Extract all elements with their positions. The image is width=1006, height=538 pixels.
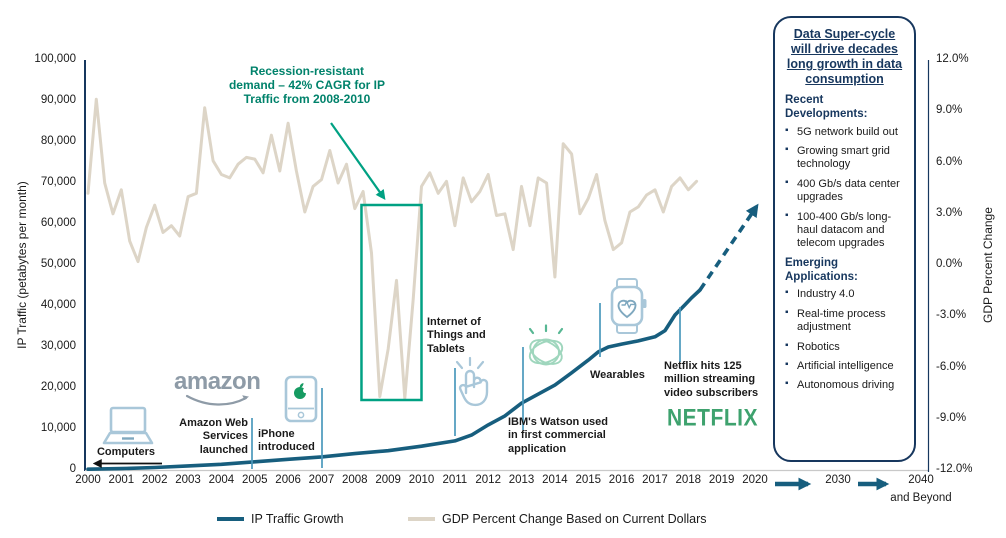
recession-highlight-box xyxy=(360,203,423,402)
bullet-item: Growing smart grid technology xyxy=(785,144,904,172)
left-axis-tick: 50,000 xyxy=(40,258,76,270)
right-axis-tick: 0.0% xyxy=(936,258,963,270)
left-axis-tick: 70,000 xyxy=(40,176,76,188)
event-label-ibm-watson: IBM's Watson used in first commercial ap… xyxy=(508,416,608,455)
tap-gesture-icon xyxy=(450,355,496,418)
recession-callout-text: Recession-resistant demand – 42% CAGR fo… xyxy=(228,64,386,107)
event-label-computers: Computers xyxy=(96,446,156,458)
x-axis-year-tick: 2016 xyxy=(608,474,635,486)
x-axis-year-tick: 2017 xyxy=(642,474,668,486)
bullet-item: Industry 4.0 xyxy=(785,287,904,301)
legend-label: IP Traffic Growth xyxy=(251,512,344,526)
recent-developments-list: 5G network build out Growing smart grid t… xyxy=(785,125,904,251)
x-axis-year-tick: 2002 xyxy=(141,474,168,486)
right-axis-tick: -3.0% xyxy=(936,309,967,322)
right-axis-tick: -12.0% xyxy=(936,463,973,475)
section-heading: Recent Developments: xyxy=(785,94,868,120)
right-axis-tick: 3.0% xyxy=(936,206,963,219)
panel-section-recent-developments: Recent Developments: 5G network build ou… xyxy=(785,94,904,251)
event-label-iphone-introduced: iPhone introduced xyxy=(258,428,315,454)
x-axis-year-tick: 2014 xyxy=(542,474,568,486)
amazon-smile-icon xyxy=(185,394,249,406)
x-axis-year-tick: 2004 xyxy=(208,474,235,486)
legend-label: GDP Percent Change Based on Current Doll… xyxy=(442,512,707,526)
smartwatch-icon xyxy=(604,277,650,340)
apple-logo-icon xyxy=(294,383,309,399)
bullet-item: Robotics xyxy=(785,340,904,354)
x-axis-year-tick: 2003 xyxy=(175,474,201,486)
legend-swatch-gdp-change xyxy=(408,517,435,521)
event-label-iot-tablets: Internet of Things and Tablets xyxy=(427,316,486,355)
left-axis-tick: 90,000 xyxy=(40,94,76,106)
bullet-item: 100-400 Gb/s long-haul datacom and telec… xyxy=(785,210,904,251)
left-axis-tick: 10,000 xyxy=(40,422,76,434)
x-axis-year-tick: 2011 xyxy=(442,474,468,486)
gdp-line xyxy=(86,97,699,400)
bullet-item: Real-time process adjustment xyxy=(785,307,904,335)
left-axis-tick: 0 xyxy=(69,463,76,475)
x-axis-year-tick: 2005 xyxy=(241,474,268,486)
right-axis-tick: 12.0% xyxy=(936,53,969,65)
recession-callout-arrow xyxy=(330,122,386,201)
emerging-applications-list: Industry 4.0 Real-time process adjustment… xyxy=(785,287,904,392)
x-axis-year-tick: 2006 xyxy=(275,474,301,486)
bullet-item: Artificial intelligence xyxy=(785,359,904,373)
iphone-icon xyxy=(284,375,318,428)
legend-item-gdp-change: GDP Percent Change Based on Current Doll… xyxy=(408,512,707,526)
event-label-netflix-subscribers: Netflix hits 125 million streaming video… xyxy=(664,360,759,399)
x-axis-year-tick: 2020 xyxy=(742,474,768,486)
legend-item-ip-traffic: IP Traffic Growth xyxy=(217,512,344,526)
chart-legend: IP Traffic Growth GDP Percent Change Bas… xyxy=(0,510,1006,534)
x-axis-year-tick: 2008 xyxy=(342,474,368,486)
x-axis-year-tick: 2001 xyxy=(108,474,135,486)
bullet-item: 400 Gb/s data center upgrades xyxy=(785,177,904,205)
amazon-wordmark: amazon xyxy=(174,368,261,395)
x-axis-year-tick: 2000 xyxy=(75,474,101,486)
x-label-2030: 2030 xyxy=(825,474,851,486)
legend-swatch-ip-traffic xyxy=(217,517,244,521)
left-axis-tick: 40,000 xyxy=(40,299,76,311)
x-axis-year-tick: 2019 xyxy=(708,474,735,486)
panel-section-emerging-applications: Emerging Applications: Industry 4.0 Real-… xyxy=(785,257,904,393)
ip-traffic-line xyxy=(86,288,702,472)
laptop-icon xyxy=(100,406,156,455)
bullet-item: 5G network build out xyxy=(785,125,904,139)
x-label-and-beyond: and Beyond xyxy=(890,492,952,504)
ip-traffic-projection-arrow xyxy=(698,203,759,292)
x-axis-year-tick: 2010 xyxy=(408,474,435,486)
left-axis-tick: 20,000 xyxy=(40,381,76,393)
section-heading: Emerging Applications: xyxy=(785,256,858,283)
ibm-watson-icon xyxy=(518,324,574,375)
x-label-2040: 2040 xyxy=(908,474,934,486)
event-label-aws-launched: Amazon Web Services launched xyxy=(179,417,248,456)
x-axis-year-tick: 2007 xyxy=(308,474,335,486)
right-axis-tick: -6.0% xyxy=(936,360,967,373)
bullet-item: Autonomous driving xyxy=(785,378,904,392)
data-supercycle-panel: Data Super-cycle will drive decades long… xyxy=(773,16,916,462)
event-label-wearables: Wearables xyxy=(590,369,645,381)
x-axis-year-tick: 2018 xyxy=(675,474,702,486)
left-axis-tick: 100,000 xyxy=(34,53,76,65)
x-axis-year-tick: 2012 xyxy=(475,474,501,486)
right-axis-tick: 9.0% xyxy=(936,104,963,117)
amazon-logo: amazon xyxy=(174,368,261,412)
panel-title: Data Super-cycle will drive decades long… xyxy=(786,27,903,86)
x-axis-year-tick: 2013 xyxy=(508,474,535,486)
right-axis-tick: 6.0% xyxy=(936,155,963,168)
left-axis-tick: 30,000 xyxy=(40,340,76,352)
right-axis-tick: -9.0% xyxy=(936,411,967,424)
left-axis-tick: 80,000 xyxy=(40,135,76,147)
netflix-logo: NETFLIX xyxy=(667,405,758,432)
left-axis-tick: 60,000 xyxy=(40,217,76,229)
x-axis-year-tick: 2009 xyxy=(375,474,401,486)
x-axis-year-tick: 2015 xyxy=(575,474,602,486)
